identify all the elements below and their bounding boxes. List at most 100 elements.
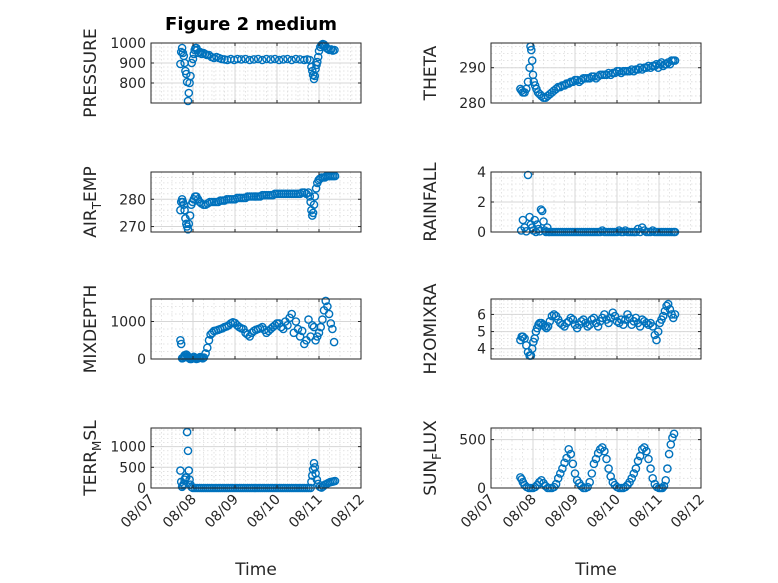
data-point — [606, 70, 616, 80]
data-point — [183, 446, 193, 456]
series-air-temp — [176, 171, 340, 234]
axes-box — [490, 427, 702, 489]
data-point — [330, 476, 340, 486]
series-pressure — [176, 39, 339, 106]
data-point — [629, 66, 639, 76]
data-point — [283, 54, 292, 64]
data-point — [646, 464, 655, 473]
data-point — [627, 473, 637, 483]
data-point — [176, 466, 185, 475]
data-point — [585, 477, 595, 487]
data-point — [648, 322, 658, 331]
data-point — [283, 320, 292, 330]
data-point — [530, 215, 540, 225]
data-point — [539, 217, 548, 226]
data-point — [297, 326, 307, 336]
y-tick-label: 270 — [119, 220, 146, 236]
data-point — [310, 192, 320, 201]
y-axis-label: THETA — [421, 45, 441, 101]
data-point — [564, 79, 574, 88]
y-axis-label: PRESSURE — [81, 28, 101, 117]
data-point — [600, 446, 609, 456]
data-point — [668, 433, 677, 443]
y-tick-label: 6 — [477, 307, 486, 323]
data-point — [670, 310, 680, 319]
data-point — [537, 206, 547, 216]
axes-box — [490, 298, 702, 360]
y-axis-label: MIXDEPTH — [81, 285, 101, 374]
axes-box — [490, 42, 702, 104]
data-point — [631, 464, 641, 473]
data-point — [642, 446, 651, 456]
data-point — [253, 54, 263, 64]
data-point — [542, 323, 551, 333]
data-point — [291, 317, 301, 326]
data-point — [262, 54, 271, 64]
data-point — [549, 310, 559, 319]
subplot-rainfall: 0 2 4 RAINFALL — [421, 162, 702, 242]
data-point — [616, 315, 626, 324]
data-point — [326, 45, 336, 54]
data-point — [583, 322, 592, 331]
data-point — [551, 84, 561, 94]
data-point — [593, 322, 603, 331]
data-point — [553, 473, 563, 483]
data-point — [540, 322, 550, 331]
x-axis-label: Time — [574, 560, 617, 580]
y-tick-label: 290 — [459, 61, 486, 77]
data-point — [309, 458, 319, 468]
data-point — [233, 54, 242, 64]
data-point — [670, 56, 680, 65]
y-tick-label: 0 — [137, 352, 146, 368]
data-point — [604, 318, 613, 328]
data-point — [266, 55, 276, 64]
data-point — [274, 55, 284, 65]
data-point — [663, 299, 673, 309]
data-point — [312, 57, 322, 67]
data-point — [181, 69, 191, 79]
data-point — [305, 192, 315, 201]
data-point — [652, 335, 661, 345]
data-point — [314, 328, 324, 338]
data-point — [604, 68, 613, 78]
data-point — [184, 219, 194, 229]
data-point — [644, 320, 653, 330]
data-point — [585, 74, 595, 83]
data-point — [560, 458, 569, 468]
data-point — [547, 311, 557, 321]
data-point — [535, 226, 545, 236]
y-tick-label: 1000 — [110, 36, 146, 52]
data-point — [187, 58, 196, 68]
data-point — [589, 313, 599, 323]
figure-title: Figure 2 medium — [165, 14, 337, 35]
data-point — [530, 482, 540, 492]
subplot-air-temp: 270 280 AIRTEMP — [81, 166, 362, 238]
data-point — [311, 184, 321, 193]
data-point — [329, 337, 339, 347]
axes-box — [150, 427, 362, 489]
data-point — [659, 481, 669, 491]
data-point — [562, 318, 571, 328]
y-axis-label: TERRMSL — [81, 420, 104, 497]
y-tick-label: 280 — [119, 192, 146, 208]
data-point — [644, 454, 653, 464]
y-tick-label: 500 — [119, 460, 146, 476]
data-point — [637, 65, 647, 74]
data-point — [619, 320, 628, 330]
data-point — [669, 429, 679, 439]
data-point — [568, 77, 578, 87]
data-point — [176, 59, 185, 69]
data-point — [180, 205, 189, 215]
y-tick-label: 1000 — [110, 440, 146, 456]
data-point — [591, 454, 601, 464]
x-axis-label: Time — [234, 560, 277, 580]
data-point — [176, 335, 185, 345]
y-tick-label: 900 — [119, 56, 146, 72]
data-point — [188, 54, 198, 64]
y-axis-label: H2OMIXRA — [421, 283, 441, 374]
y-tick-label: 800 — [119, 76, 146, 92]
data-point — [199, 353, 209, 362]
axes-box — [150, 171, 362, 233]
data-point — [627, 65, 637, 74]
